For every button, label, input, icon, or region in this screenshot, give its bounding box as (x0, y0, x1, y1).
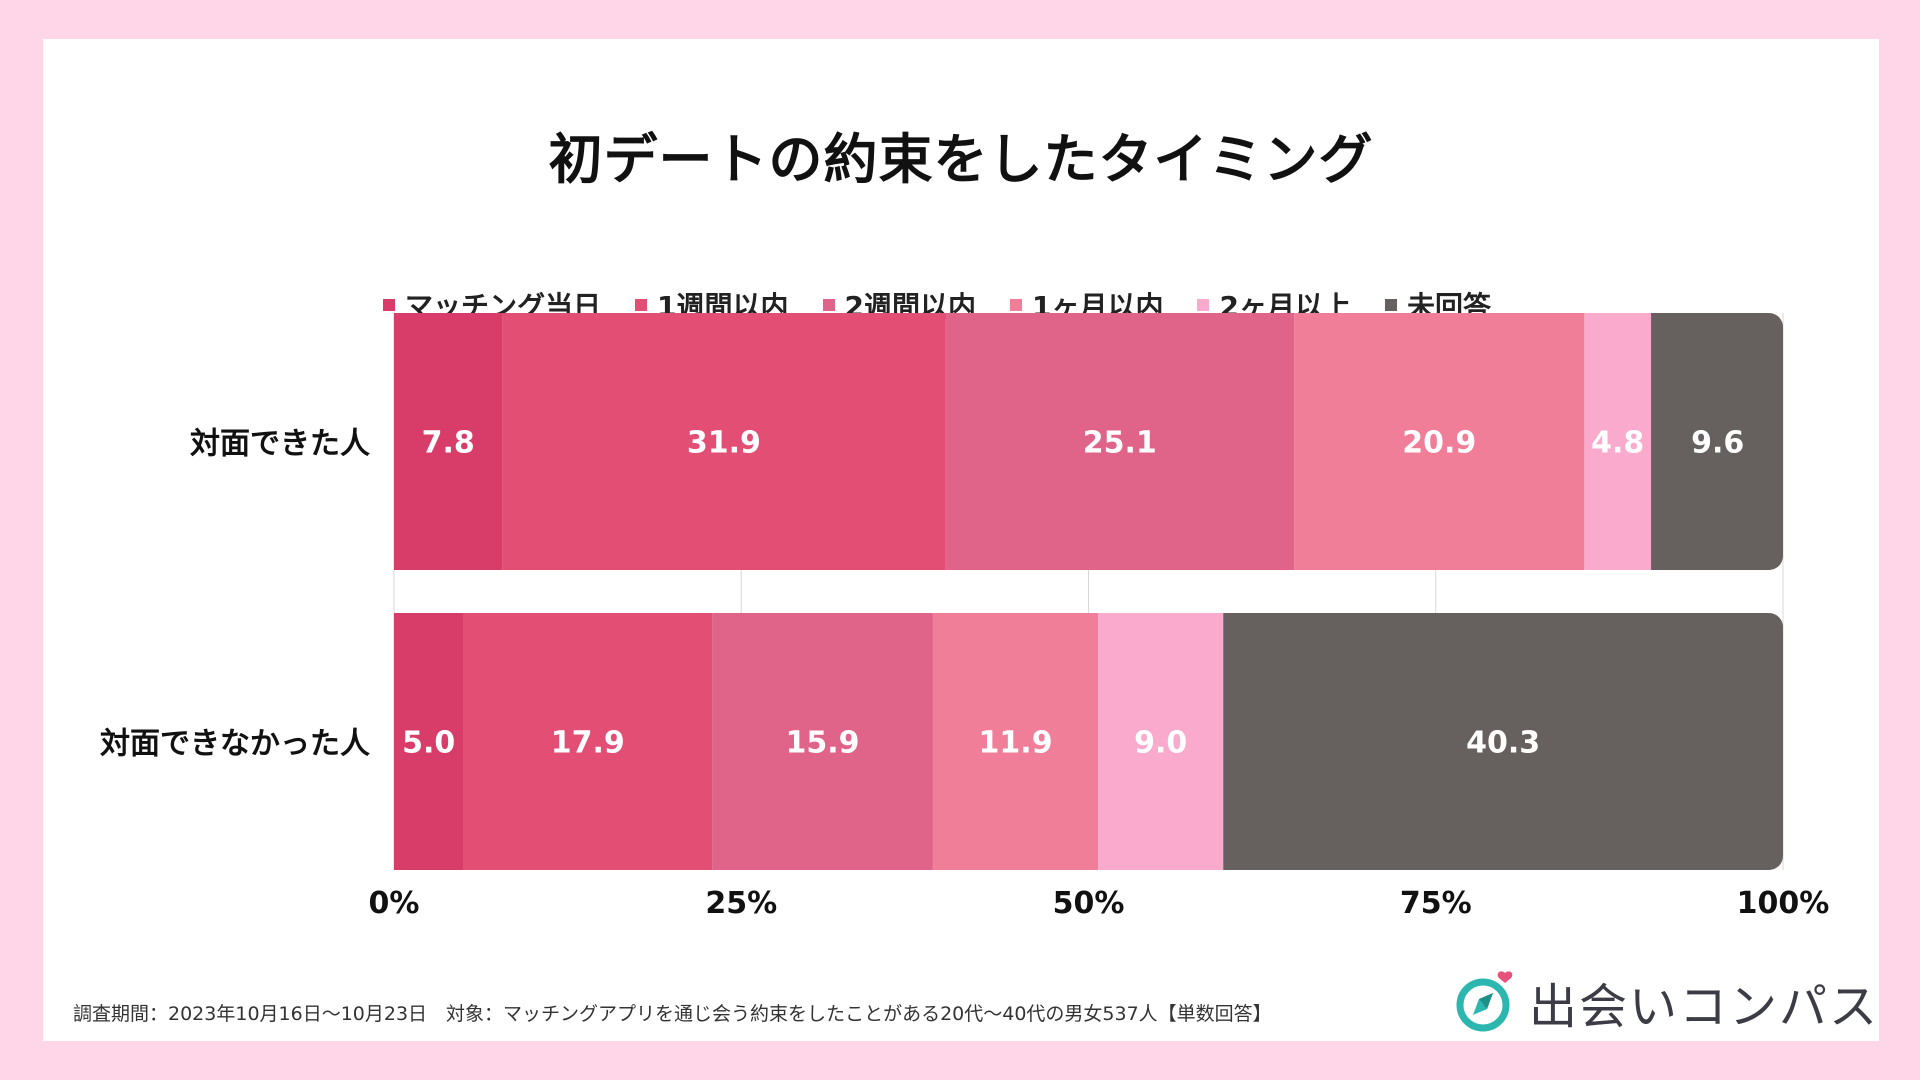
logo-text: 出会いコンパス (1529, 979, 1880, 1035)
data-label: 15.9 (785, 726, 859, 761)
legend-swatch (383, 299, 396, 311)
data-label: 4.8 (1591, 426, 1644, 461)
bar-group (394, 313, 1783, 570)
bar-segment (1098, 613, 1224, 870)
bar-segment (1294, 313, 1585, 570)
bar-segment (945, 313, 1295, 570)
bar-segment (712, 613, 933, 870)
x-tick-label: 75% (1400, 886, 1472, 921)
data-label: 9.0 (1134, 726, 1187, 761)
footnote: 調査期間：2023年10月16日〜10月23日 対象：マッチングアプリを通じ会う… (73, 1003, 1272, 1025)
bar-segment (1223, 613, 1783, 870)
x-tick-label: 100% (1737, 886, 1830, 921)
data-label: 5.0 (402, 726, 455, 761)
data-label: 31.9 (687, 426, 761, 461)
chart-title: 初デートの約束をしたタイミング (548, 128, 1374, 191)
bar-segment (394, 313, 503, 570)
x-tick-label: 25% (705, 886, 777, 921)
chart-card: 初デートの約束をしたタイミング マッチング当日 1週間以内 2週間以内 1ヶ月以内 2ヶ… (43, 39, 1879, 1041)
data-label: 11.9 (979, 726, 1053, 761)
brand-logo: 出会いコンパス (1453, 967, 1879, 1037)
legend-swatch (635, 299, 648, 311)
category-label: 対面できなかった人 (100, 727, 370, 762)
chart-plot: 7.8 31.9 25.1 20.9 4.8 9.6 対面できた人 5.0 17.9 15.9 11… (100, 313, 1830, 921)
x-tick-label: 0% (369, 886, 420, 921)
data-label: 25.1 (1083, 426, 1157, 461)
bar-segment-edge (394, 313, 410, 570)
bar-segment (932, 613, 1099, 870)
legend-swatch (1197, 299, 1210, 311)
legend-swatch (822, 299, 835, 311)
bar-segment (502, 313, 946, 570)
bar-segment-edge (394, 613, 410, 870)
bar-segment (1584, 313, 1652, 570)
data-label: 20.9 (1402, 426, 1476, 461)
bar-segment (463, 613, 713, 870)
compass-heart-icon (1456, 971, 1513, 1032)
data-label: 40.3 (1466, 726, 1540, 761)
data-label: 17.9 (551, 726, 625, 761)
data-label: 7.8 (422, 426, 475, 461)
bar-segment (1651, 313, 1783, 570)
legend-swatch (1010, 299, 1022, 311)
data-label: 9.6 (1691, 426, 1744, 461)
legend-swatch (1384, 299, 1397, 311)
bar-group (394, 613, 1783, 870)
category-label: 対面できた人 (190, 427, 370, 462)
x-tick-label: 50% (1053, 886, 1125, 921)
